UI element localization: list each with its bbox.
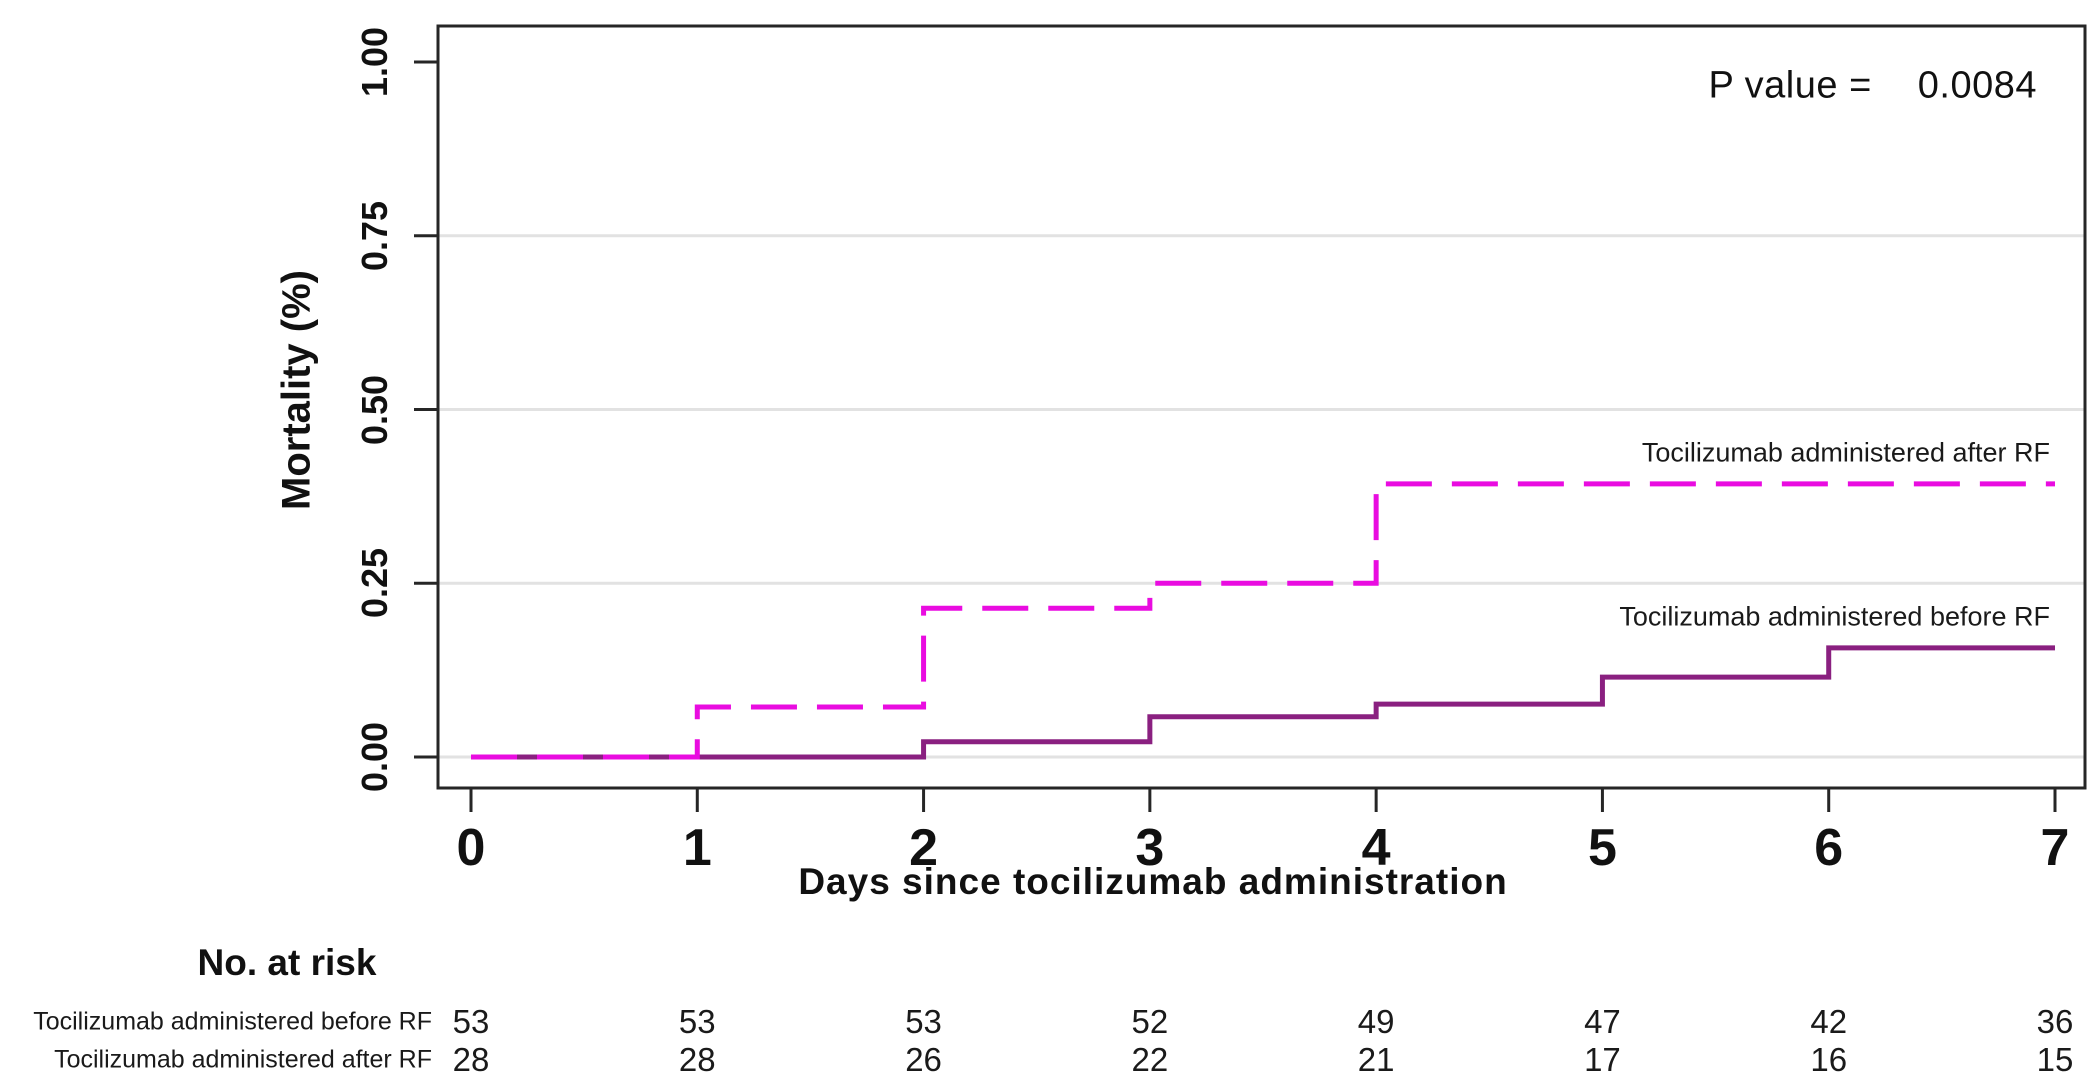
p-value-label: P value = bbox=[1708, 64, 1872, 107]
plot-frame bbox=[436, 24, 2087, 790]
x-tick-label: 2 bbox=[909, 819, 939, 877]
series-line-before-rf bbox=[471, 645, 2055, 760]
risk-row-label: Tocilizumab administered before RF bbox=[33, 1007, 432, 1036]
y-tick-label: 0.75 bbox=[354, 200, 395, 271]
x-axis-title: Days since tocilizumab administration bbox=[798, 861, 1508, 902]
risk-value: 26 bbox=[905, 1041, 942, 1076]
y-tick-label: 0.25 bbox=[354, 548, 395, 619]
risk-value: 36 bbox=[2036, 1003, 2074, 1040]
risk-value: 47 bbox=[1584, 1003, 1621, 1040]
y-tick-label: 1.00 bbox=[354, 26, 395, 98]
risk-value: 28 bbox=[452, 1041, 490, 1076]
risk-value: 22 bbox=[1131, 1041, 1169, 1076]
p-value: P value = 0.0084 bbox=[1708, 65, 2037, 108]
risk-value: 53 bbox=[905, 1003, 942, 1040]
x-tick-label: 1 bbox=[682, 819, 712, 877]
series-label: Tocilizumab administered before RF bbox=[1619, 601, 2050, 632]
y-axis-title: Mortality (%) bbox=[274, 270, 319, 510]
y-tick-label: 0.00 bbox=[354, 721, 395, 793]
risk-value: 17 bbox=[1584, 1041, 1621, 1076]
risk-row-label: Tocilizumab administered after RF bbox=[54, 1045, 432, 1074]
risk-value: 52 bbox=[1131, 1003, 1169, 1040]
y-tick-label: 0.50 bbox=[354, 374, 395, 445]
p-value-number: 0.0084 bbox=[1917, 64, 2037, 107]
x-tick-label: 6 bbox=[1814, 819, 1844, 877]
risk-value: 16 bbox=[1810, 1041, 1848, 1076]
x-tick-label: 7 bbox=[2040, 819, 2070, 877]
risk-value: 53 bbox=[678, 1003, 716, 1040]
x-tick-label: 0 bbox=[456, 819, 486, 877]
x-tick-label: 4 bbox=[1361, 819, 1391, 877]
x-tick-label: 5 bbox=[1587, 819, 1617, 877]
risk-value: 21 bbox=[1357, 1041, 1395, 1076]
series-line-after-rf bbox=[471, 481, 2055, 760]
risk-value: 28 bbox=[678, 1041, 716, 1076]
risk-value: 15 bbox=[2036, 1041, 2074, 1076]
risk-value: 53 bbox=[452, 1003, 490, 1040]
risk-value: 49 bbox=[1357, 1003, 1395, 1040]
risk-value: 42 bbox=[1810, 1003, 1848, 1040]
series-label: Tocilizumab administered after RF bbox=[1641, 437, 2050, 468]
x-tick-label: 3 bbox=[1135, 819, 1165, 877]
risk-table-title: No. at risk bbox=[197, 942, 377, 983]
